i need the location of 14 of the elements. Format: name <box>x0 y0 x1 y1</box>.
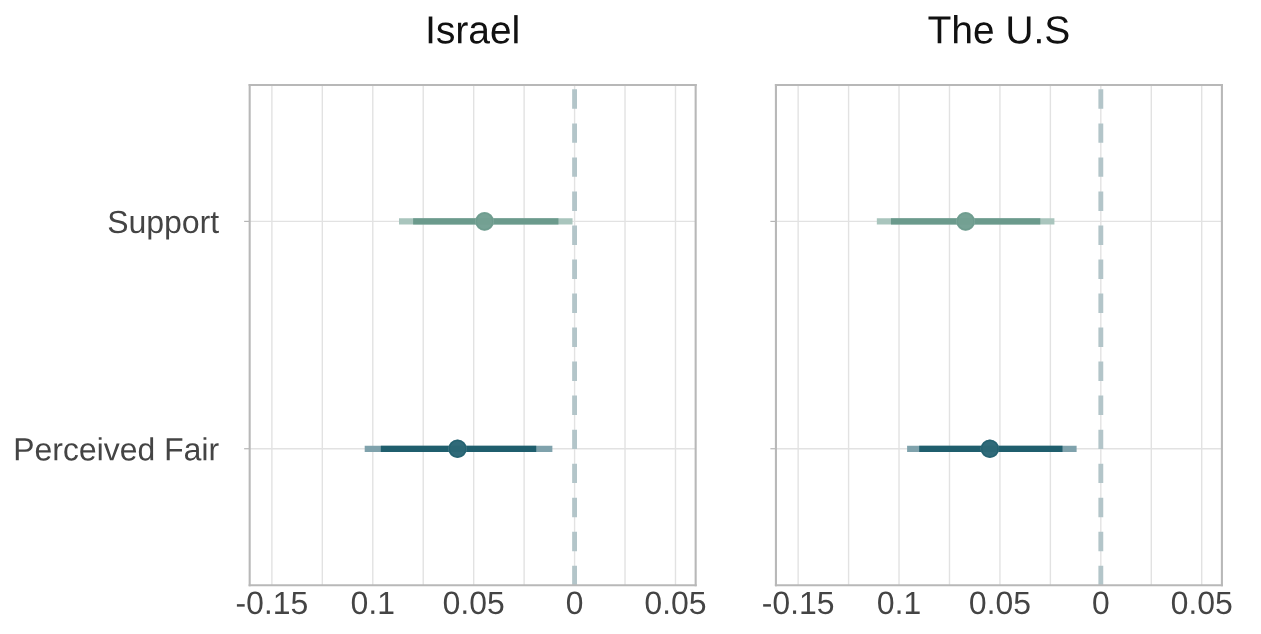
chart-title: Israel <box>428 15 518 44</box>
chart-title: The U.S <box>928 15 1069 44</box>
x-tick-label: 0 <box>1093 591 1109 615</box>
x-tick-label: 0.05 <box>970 591 1030 615</box>
x-tick-label: -0.15 <box>763 591 834 615</box>
x-tick-label: 0 <box>566 591 583 615</box>
x-tick-label: -0.15 <box>236 591 307 615</box>
x-tick-label: 0.05 <box>443 591 504 615</box>
y-tick-label: Perceived Fair <box>15 437 219 461</box>
x-tick-label: 0.1 <box>878 591 920 615</box>
x-tick-label: 0.05 <box>645 591 706 615</box>
x-tick-label: 0.05 <box>1171 591 1232 615</box>
x-tick-label: 0.1 <box>351 591 394 615</box>
y-tick-label: Support <box>108 210 219 240</box>
